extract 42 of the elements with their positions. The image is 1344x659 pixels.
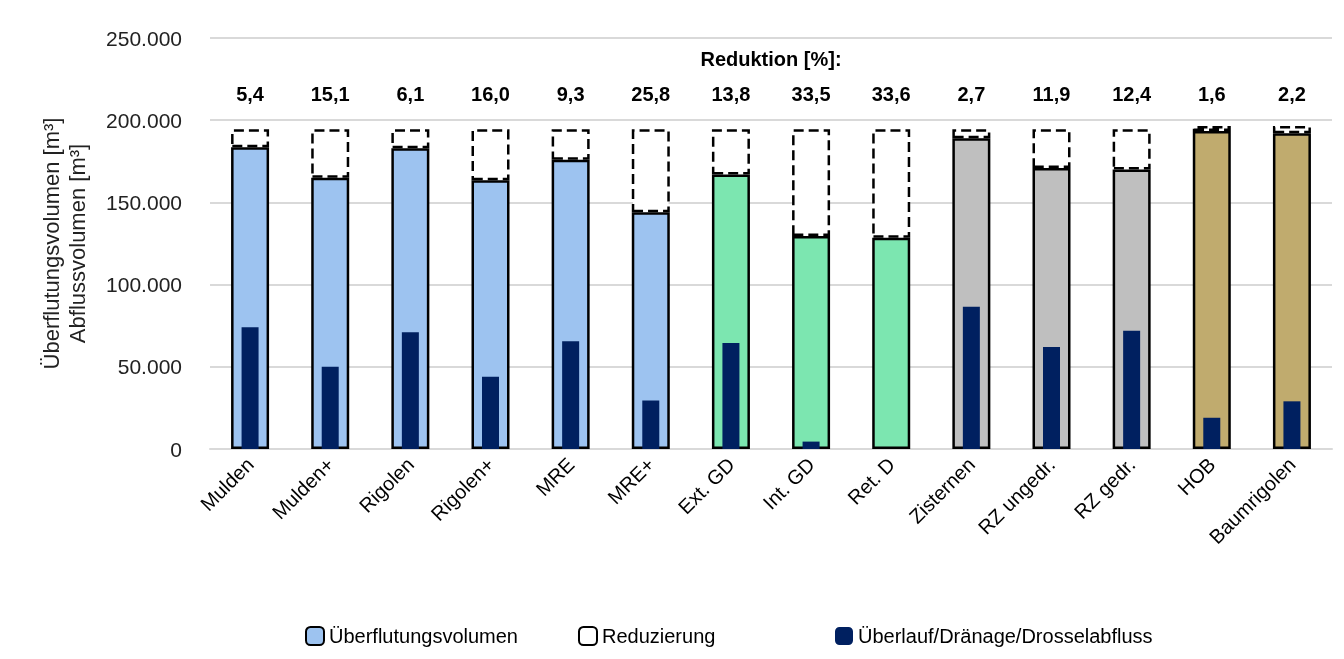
annotation: 33,6 xyxy=(871,83,911,105)
annotation: 6,1 xyxy=(396,83,425,105)
y-tick-label: 50.000 xyxy=(117,355,182,379)
bar xyxy=(802,441,820,449)
legend-label: Überflutungsvolumen xyxy=(329,625,518,647)
bar xyxy=(642,400,660,449)
annotation: 13,8 xyxy=(711,83,751,105)
x-tick-label: Int. GD xyxy=(758,453,819,514)
legend-label: Überlauf/Dränage/Drosselabfluss xyxy=(858,625,1153,647)
y-tick-label: 150.000 xyxy=(106,190,182,214)
x-tick-label: Ret. D xyxy=(843,453,899,509)
bar xyxy=(401,332,419,449)
legend-label: Reduzierung xyxy=(601,625,716,647)
y-tick-label: 200.000 xyxy=(106,108,182,132)
bar xyxy=(722,342,740,449)
annotation: 15,1 xyxy=(310,83,350,105)
annotation: 12,4 xyxy=(1112,83,1152,105)
text: Reduktion [%]: xyxy=(700,48,842,70)
bar xyxy=(1043,347,1060,449)
y-tick-label: 0 xyxy=(170,437,182,461)
bar xyxy=(321,366,339,449)
bar xyxy=(482,376,499,449)
annotation: 9,3 xyxy=(556,83,585,105)
annotation: 11,9 xyxy=(1032,83,1071,105)
annotation: 25,8 xyxy=(631,83,671,105)
bar xyxy=(1203,417,1221,449)
y-tick-label: 100.000 xyxy=(106,273,182,297)
annotation: 33,5 xyxy=(791,83,831,105)
annotation: 2,2 xyxy=(1278,83,1306,105)
bar xyxy=(1123,330,1141,449)
annotation: 1,6 xyxy=(1197,83,1226,105)
y-axis-title: Überflutungsvolumen [m³] Abflussvolumen [m³] xyxy=(38,117,90,370)
annotation: 5,4 xyxy=(236,83,265,105)
annotation: 16,0 xyxy=(471,83,510,105)
y-tick-label: 250.000 xyxy=(106,26,182,50)
annotation: 2,7 xyxy=(957,83,986,105)
bar xyxy=(962,306,980,449)
bar xyxy=(241,327,259,449)
x-tick-label: Ext. GD xyxy=(673,453,739,519)
bar xyxy=(1283,401,1301,449)
bar xyxy=(562,341,580,449)
bar xyxy=(1192,130,1231,449)
